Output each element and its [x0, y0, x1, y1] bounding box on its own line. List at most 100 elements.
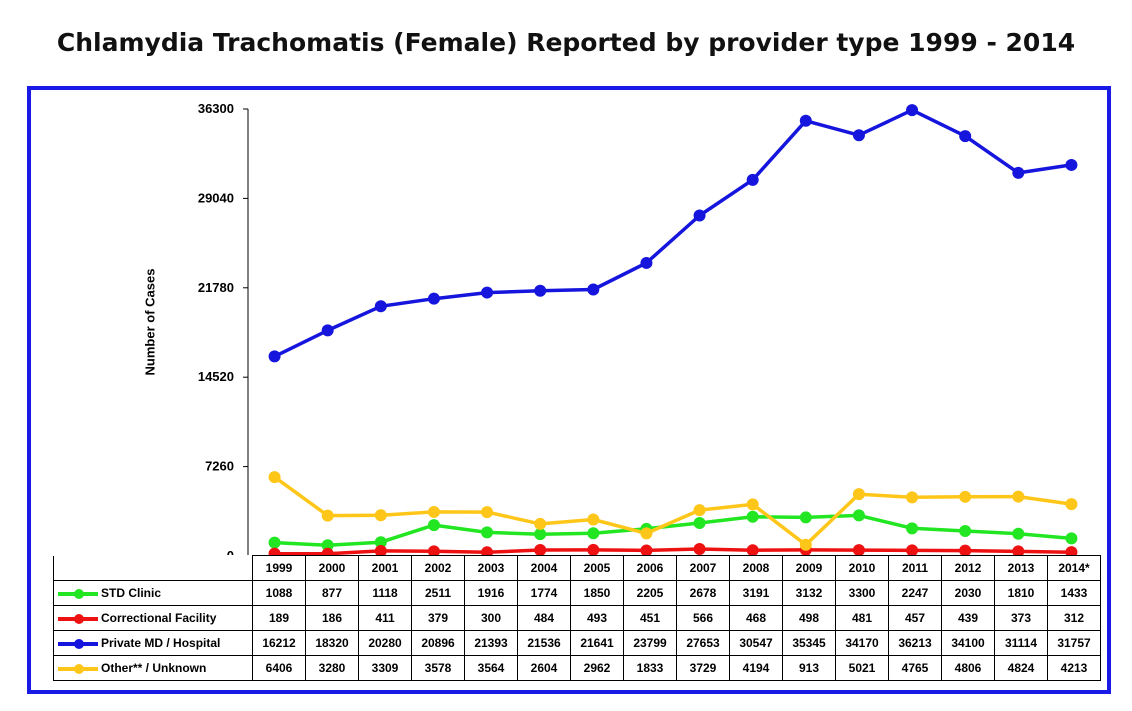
- year-cell: 2002: [411, 555, 465, 581]
- value-cell: 2604: [517, 655, 571, 681]
- data-point-2-3: [427, 292, 440, 305]
- value-cell: 493: [570, 605, 624, 631]
- y-tick-label: 7260: [205, 459, 234, 474]
- value-cell: 1810: [994, 580, 1048, 606]
- series-label-cell: STD Clinic: [53, 580, 253, 606]
- value-cell: 21393: [464, 630, 518, 656]
- year-cell: 2010: [835, 555, 889, 581]
- data-point-3-13: [959, 490, 972, 503]
- year-cell: 2013: [994, 555, 1048, 581]
- year-cell: 2007: [676, 555, 730, 581]
- value-cell: 373: [994, 605, 1048, 631]
- value-cell: 21536: [517, 630, 571, 656]
- value-cell: 21641: [570, 630, 624, 656]
- value-cell: 481: [835, 605, 889, 631]
- value-cell: 18320: [305, 630, 359, 656]
- data-point-0-2: [374, 536, 387, 549]
- value-cell: 484: [517, 605, 571, 631]
- data-point-1-2: [374, 544, 387, 557]
- data-point-0-14: [1012, 527, 1025, 540]
- data-point-0-3: [427, 519, 440, 532]
- data-point-3-12: [906, 491, 919, 504]
- value-cell: 3578: [411, 655, 465, 681]
- data-point-3-5: [534, 517, 547, 530]
- data-point-1-13: [959, 544, 972, 557]
- series-label-cell: Correctional Facility: [53, 605, 253, 631]
- value-cell: 34170: [835, 630, 889, 656]
- data-point-2-13: [959, 130, 972, 143]
- year-cell: 1999: [252, 555, 306, 581]
- data-point-3-0: [268, 471, 281, 484]
- year-cell: 2001: [358, 555, 412, 581]
- data-point-0-4: [481, 526, 494, 539]
- year-row: 1999 2000 2001 2002 2003 2004 2005 2006 2007 2008…: [53, 555, 1101, 581]
- value-cell: 5021: [835, 655, 889, 681]
- data-point-2-12: [906, 104, 919, 117]
- value-cell: 3280: [305, 655, 359, 681]
- data-point-2-5: [534, 284, 547, 297]
- data-point-0-8: [693, 517, 706, 530]
- data-point-0-9: [746, 510, 759, 523]
- value-cell: 439: [941, 605, 995, 631]
- value-cell: 4806: [941, 655, 995, 681]
- data-point-3-3: [427, 505, 440, 518]
- legend-key-icon: [58, 588, 98, 599]
- value-cell: 4824: [994, 655, 1048, 681]
- data-point-3-2: [374, 509, 387, 522]
- data-point-3-1: [321, 509, 334, 522]
- value-cell: 913: [782, 655, 836, 681]
- data-point-3-11: [852, 488, 865, 501]
- data-point-1-9: [746, 544, 759, 557]
- value-cell: 4213: [1047, 655, 1101, 681]
- series-label-cell: Other** / Unknown: [53, 655, 253, 681]
- y-tick-label: 14520: [198, 369, 234, 384]
- data-point-2-15: [1065, 158, 1078, 171]
- year-cell: 2011: [888, 555, 942, 581]
- value-cell: 27653: [676, 630, 730, 656]
- value-cell: 1433: [1047, 580, 1101, 606]
- table-row: STD Clinic 1088 877 1118 2511 1916 1774 1850 220…: [53, 580, 1101, 606]
- table-row: Other** / Unknown 6406 3280 3309 3578 3564 260…: [53, 655, 1101, 681]
- value-cell: 2247: [888, 580, 942, 606]
- data-table: 1999 2000 2001 2002 2003 2004 2005 2006 2007 2008…: [53, 555, 1101, 681]
- year-cell: 2004: [517, 555, 571, 581]
- chart-title: Chlamydia Trachomatis (Female) Reported …: [56, 28, 1076, 57]
- value-cell: 30547: [729, 630, 783, 656]
- legend-key-icon: [58, 663, 98, 674]
- data-point-3-6: [587, 513, 600, 526]
- data-point-1-7: [640, 544, 653, 557]
- data-point-3-10: [799, 538, 812, 551]
- data-point-0-12: [906, 522, 919, 535]
- data-point-1-6: [587, 543, 600, 556]
- data-point-1-8: [693, 543, 706, 556]
- value-cell: 189: [252, 605, 306, 631]
- data-point-2-6: [587, 283, 600, 296]
- table-row: Private MD / Hospital 16212 18320 20280 2089…: [53, 630, 1101, 656]
- year-cell: 2000: [305, 555, 359, 581]
- value-cell: 1118: [358, 580, 412, 606]
- value-cell: 2962: [570, 655, 624, 681]
- value-cell: 566: [676, 605, 730, 631]
- data-point-0-0: [268, 536, 281, 549]
- value-cell: 2030: [941, 580, 995, 606]
- value-cell: 877: [305, 580, 359, 606]
- data-point-0-5: [534, 528, 547, 541]
- series-name: STD Clinic: [101, 586, 162, 600]
- data-point-3-7: [640, 527, 653, 540]
- value-cell: 411: [358, 605, 412, 631]
- value-cell: 1916: [464, 580, 518, 606]
- year-cell: 2008: [729, 555, 783, 581]
- value-cell: 3309: [358, 655, 412, 681]
- value-cell: 31114: [994, 630, 1048, 656]
- data-point-0-13: [959, 525, 972, 538]
- value-cell: 1850: [570, 580, 624, 606]
- year-cell: 2003: [464, 555, 518, 581]
- data-point-0-10: [799, 511, 812, 524]
- series-name: Correctional Facility: [101, 611, 217, 625]
- value-cell: 31757: [1047, 630, 1101, 656]
- data-point-3-14: [1012, 490, 1025, 503]
- value-cell: 4194: [729, 655, 783, 681]
- table-corner: [53, 555, 253, 581]
- y-axis-label: Number of Cases: [142, 268, 158, 376]
- value-cell: 1088: [252, 580, 306, 606]
